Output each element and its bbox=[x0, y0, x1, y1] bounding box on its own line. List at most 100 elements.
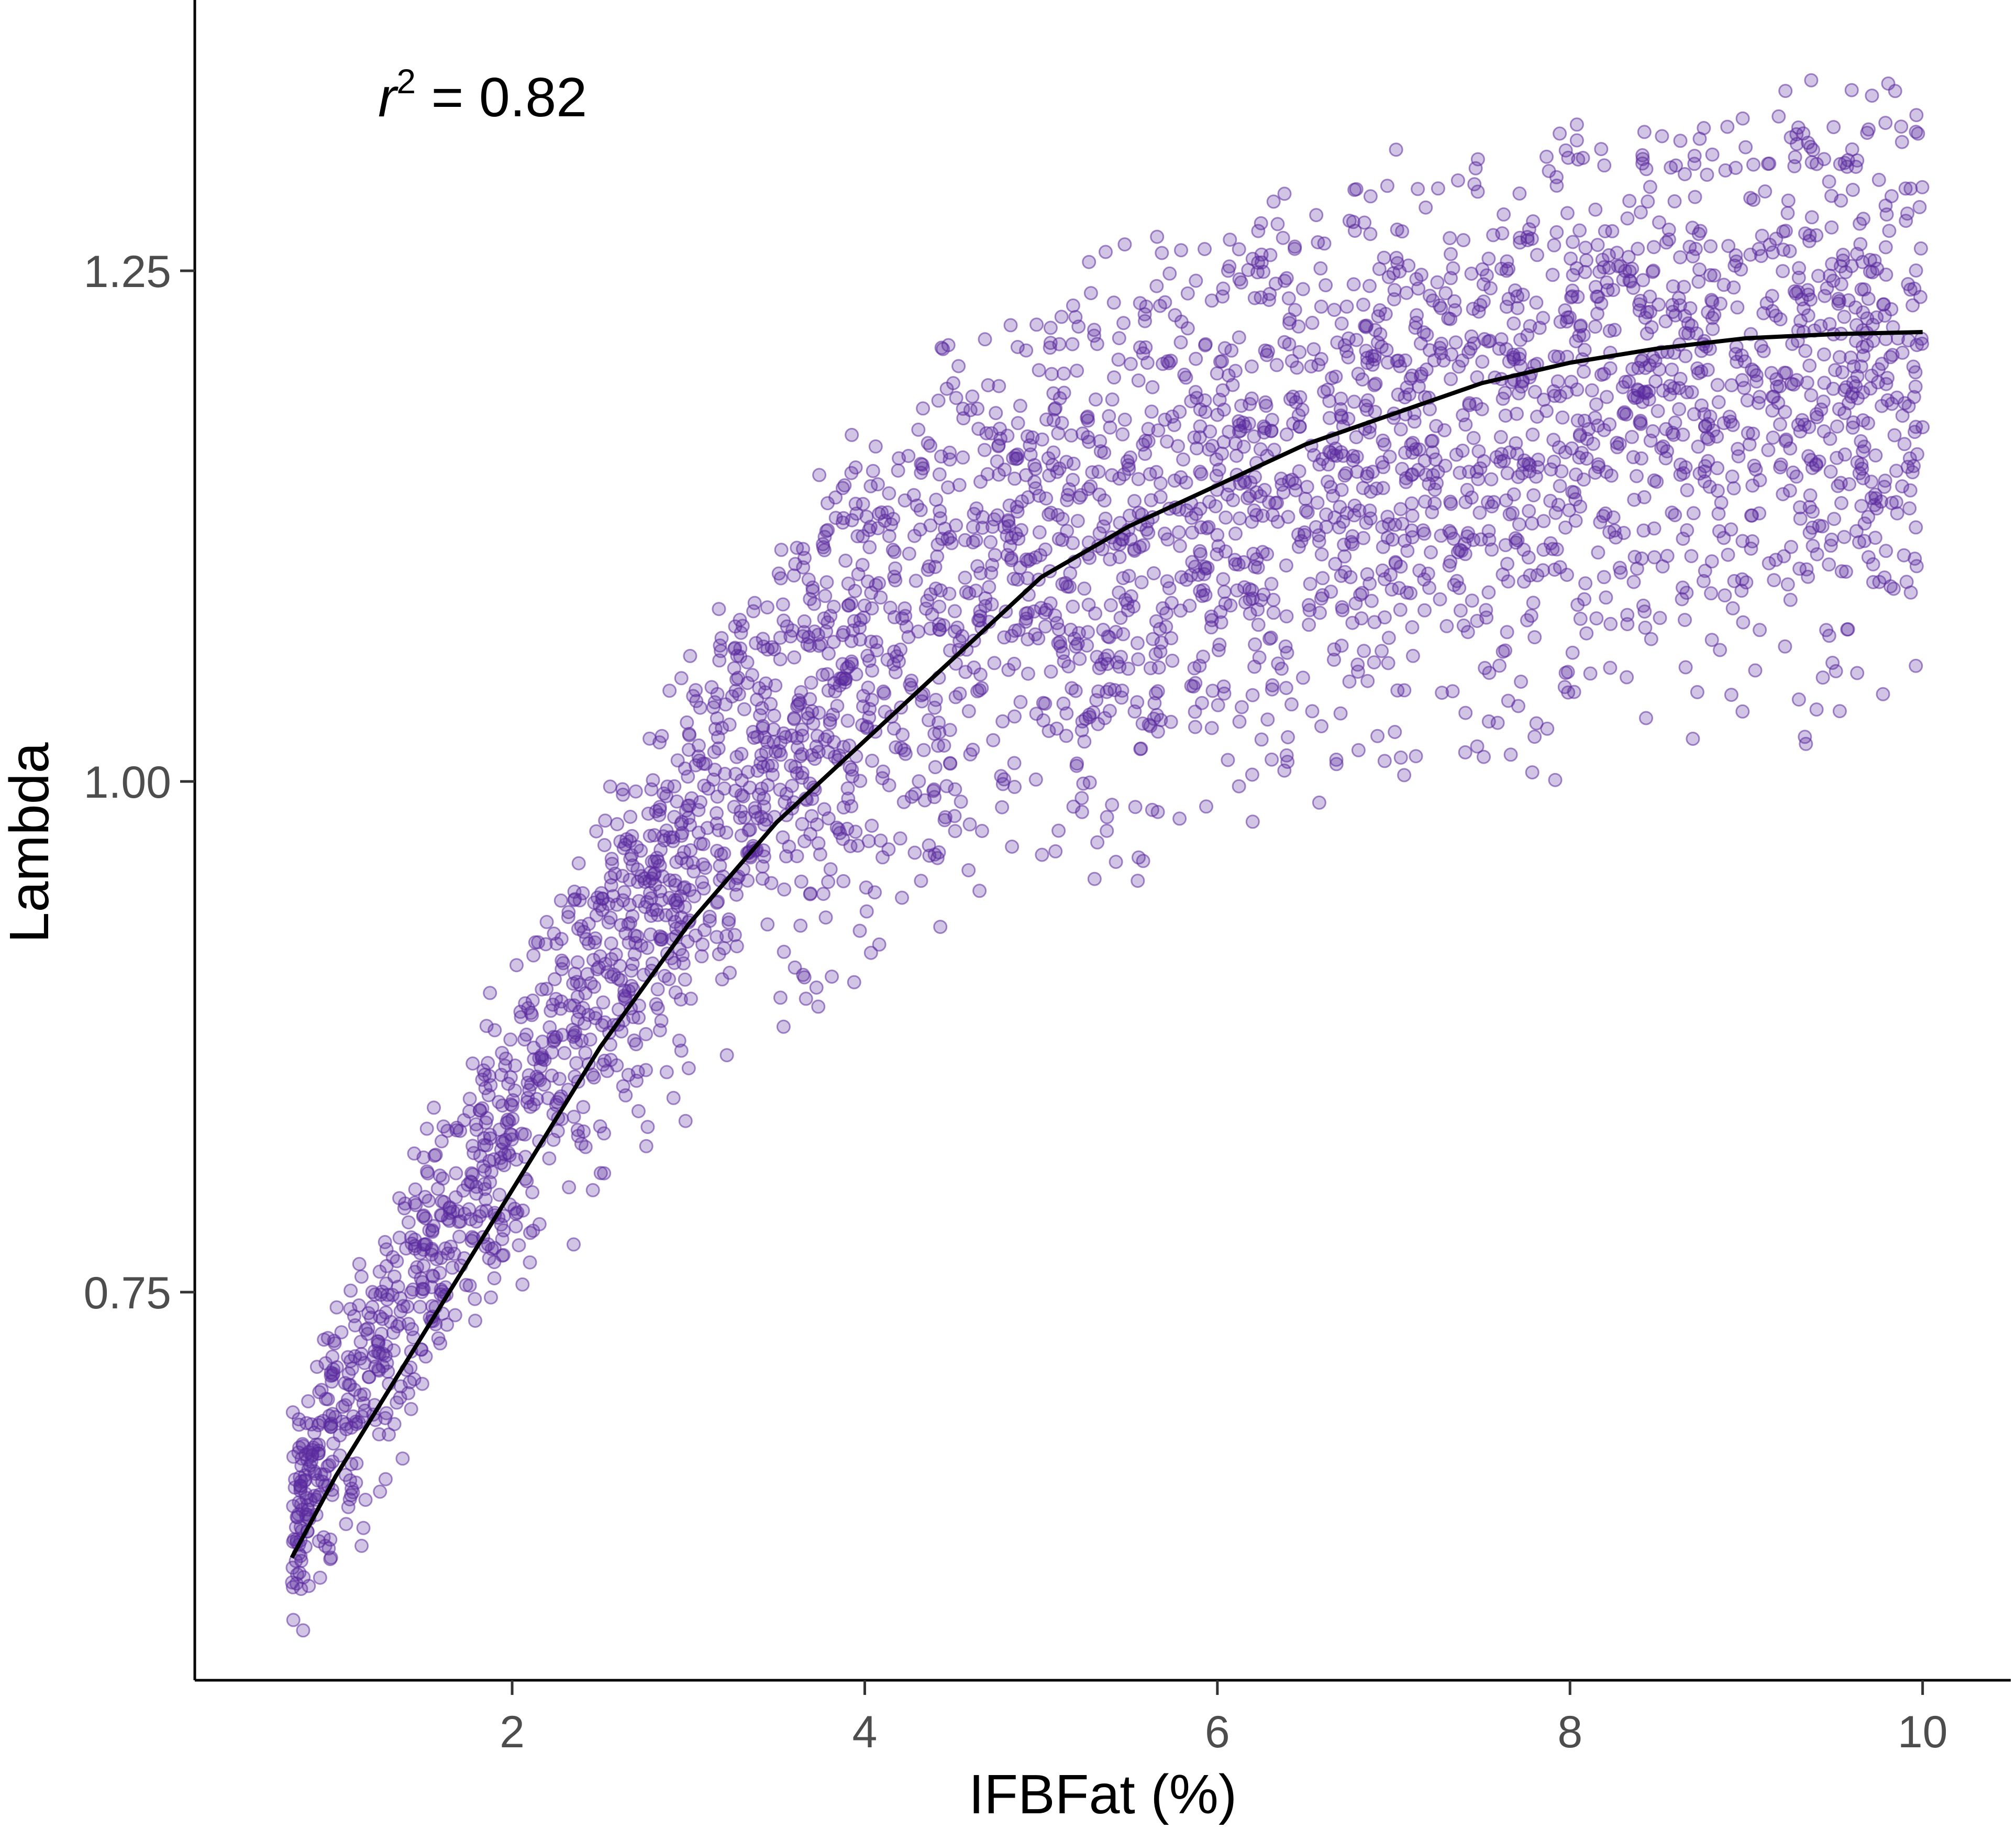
scatter-point bbox=[1651, 404, 1665, 418]
scatter-point bbox=[1898, 396, 1912, 411]
scatter-point bbox=[779, 849, 793, 864]
scatter-point bbox=[1028, 461, 1043, 476]
y-axis-ticks: 0.75 1.00 1.25 bbox=[84, 247, 195, 1318]
scatter-point bbox=[1603, 361, 1618, 376]
scatter-point bbox=[514, 1010, 528, 1024]
scatter-point bbox=[1741, 426, 1755, 440]
scatter-point bbox=[1028, 550, 1043, 565]
scatter-point bbox=[1145, 802, 1159, 817]
scatter-point bbox=[1054, 310, 1069, 324]
scatter-point bbox=[1184, 511, 1199, 525]
scatter-point bbox=[1266, 592, 1281, 607]
scatter-point bbox=[1138, 314, 1152, 328]
scatter-point bbox=[1066, 298, 1080, 313]
scatter-point bbox=[1400, 544, 1415, 558]
scatter-point bbox=[507, 1083, 522, 1098]
scatter-point bbox=[1791, 692, 1806, 707]
scatter-point bbox=[1704, 586, 1719, 601]
scatter-point bbox=[1369, 481, 1384, 496]
scatter-point bbox=[503, 1032, 518, 1047]
scatter-point bbox=[356, 1521, 371, 1535]
scatter-point bbox=[1690, 685, 1704, 699]
scatter-point bbox=[1694, 398, 1709, 413]
scatter-point bbox=[1903, 282, 1918, 297]
scatter-point bbox=[566, 1022, 580, 1037]
scatter-point bbox=[1114, 690, 1129, 705]
scatter-point bbox=[1522, 458, 1537, 472]
scatter-point bbox=[821, 523, 835, 537]
scatter-point bbox=[1228, 526, 1243, 541]
scatter-point bbox=[1840, 622, 1855, 637]
scatter-point bbox=[1832, 704, 1847, 719]
scatter-point bbox=[1214, 615, 1228, 630]
scatter-point bbox=[970, 559, 985, 574]
scatter-point bbox=[1211, 539, 1226, 554]
scatter-point bbox=[1879, 544, 1893, 558]
scatter-point bbox=[325, 1455, 340, 1469]
scatter-point bbox=[1780, 206, 1795, 221]
scatter-point bbox=[987, 512, 1002, 527]
scatter-point bbox=[1105, 392, 1120, 407]
scatter-point bbox=[570, 989, 585, 1004]
scatter-point bbox=[1498, 643, 1512, 658]
scatter-point bbox=[1032, 363, 1046, 378]
scatter-point bbox=[728, 784, 743, 798]
scatter-point bbox=[1066, 799, 1081, 814]
scatter-point bbox=[561, 910, 575, 924]
scatter-point bbox=[1010, 340, 1025, 354]
scatter-point bbox=[1682, 239, 1697, 254]
scatter-point bbox=[1549, 225, 1564, 239]
scatter-point bbox=[866, 464, 880, 478]
scatter-point bbox=[657, 786, 671, 801]
scatter-point bbox=[1573, 611, 1588, 626]
scatter-point bbox=[1437, 423, 1452, 437]
scatter-point bbox=[1485, 542, 1499, 557]
scatter-point bbox=[1825, 656, 1840, 670]
scatter-point bbox=[938, 810, 952, 824]
scatter-point bbox=[1260, 712, 1275, 727]
scatter-point bbox=[556, 956, 571, 971]
scatter-point bbox=[1153, 490, 1168, 504]
scatter-point bbox=[1653, 611, 1667, 625]
scatter-point bbox=[517, 1032, 532, 1047]
y-axis-title: Lambda bbox=[0, 742, 60, 943]
scatter-point bbox=[631, 1104, 646, 1118]
scatter-point bbox=[1228, 436, 1243, 451]
scatter-point bbox=[1077, 734, 1092, 749]
scatter-point bbox=[1626, 450, 1641, 465]
scatter-point bbox=[1583, 666, 1598, 681]
scatter-point bbox=[604, 852, 619, 866]
scatter-point bbox=[1856, 413, 1870, 427]
scatter-point bbox=[1620, 211, 1635, 226]
scatter-point bbox=[309, 1437, 324, 1452]
scatter-point bbox=[1776, 243, 1791, 257]
scatter-point bbox=[1718, 588, 1732, 603]
scatter-point bbox=[1722, 410, 1737, 424]
scatter-point bbox=[1332, 520, 1346, 535]
scatter-point bbox=[927, 700, 942, 715]
scatter-point bbox=[1879, 207, 1894, 222]
scatter-point bbox=[930, 549, 945, 564]
scatter-point bbox=[823, 862, 838, 877]
scatter-point bbox=[1844, 83, 1859, 97]
scatter-point bbox=[695, 875, 710, 889]
scatter-point bbox=[546, 1132, 561, 1147]
scatter-point bbox=[1646, 240, 1661, 255]
scatter-point bbox=[970, 684, 984, 699]
scatter-point bbox=[1042, 468, 1057, 483]
scatter-point bbox=[1527, 730, 1542, 744]
scatter-point bbox=[679, 803, 693, 818]
scatter-point bbox=[693, 836, 708, 851]
scatter-point bbox=[339, 1517, 353, 1531]
scatter-point bbox=[618, 926, 633, 941]
scatter-point bbox=[677, 845, 691, 860]
scatter-point bbox=[643, 829, 657, 843]
scatter-point bbox=[1602, 417, 1617, 432]
scatter-point bbox=[1819, 623, 1834, 637]
scatter-point bbox=[1397, 768, 1412, 783]
scatter-point bbox=[1468, 161, 1483, 175]
scatter-point bbox=[1578, 576, 1593, 591]
scatter-point bbox=[382, 1427, 396, 1442]
scatter-point bbox=[1444, 497, 1458, 511]
scatter-point bbox=[1385, 532, 1400, 547]
